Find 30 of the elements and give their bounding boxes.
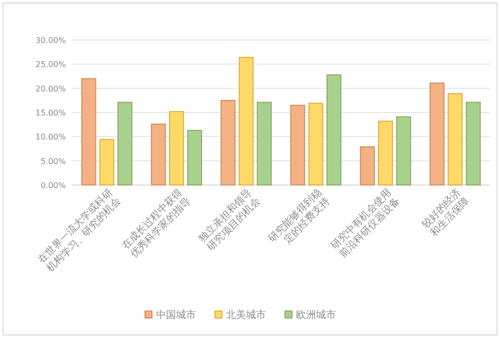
bar — [256, 102, 272, 186]
bar — [378, 120, 393, 186]
y-tick-label: 25.00% — [35, 60, 66, 70]
bar — [117, 102, 132, 186]
bar — [466, 102, 481, 186]
y-tick-label: 5.00% — [40, 156, 66, 166]
bar — [220, 100, 236, 186]
x-tick-label: 研究中有机会使用前沿科研仪器设备 — [328, 186, 402, 260]
y-tick-label: 15.00% — [35, 108, 66, 118]
bar — [326, 74, 342, 186]
bar — [238, 56, 254, 186]
legend-label: 中国城市 — [156, 309, 196, 321]
bar — [430, 82, 445, 186]
x-tick-label: 较好的经济和生活保障 — [419, 186, 472, 239]
legend-label: 北美城市 — [226, 309, 266, 321]
y-tick-label: 20.00% — [35, 84, 66, 94]
bar — [308, 102, 324, 186]
y-tick-label: 30.00% — [35, 36, 66, 45]
bar — [81, 78, 96, 186]
bar — [99, 139, 114, 186]
x-tick-label: 独立承担和领导研究项目的机会 — [196, 186, 263, 254]
bar — [396, 116, 412, 186]
bar — [150, 124, 166, 186]
bar — [360, 146, 375, 186]
bar — [187, 130, 202, 186]
bar — [290, 104, 306, 186]
legend-label: 欧洲城市 — [296, 309, 336, 321]
bar — [448, 93, 463, 186]
bar — [169, 111, 184, 186]
y-tick-label: 10.00% — [35, 132, 66, 142]
